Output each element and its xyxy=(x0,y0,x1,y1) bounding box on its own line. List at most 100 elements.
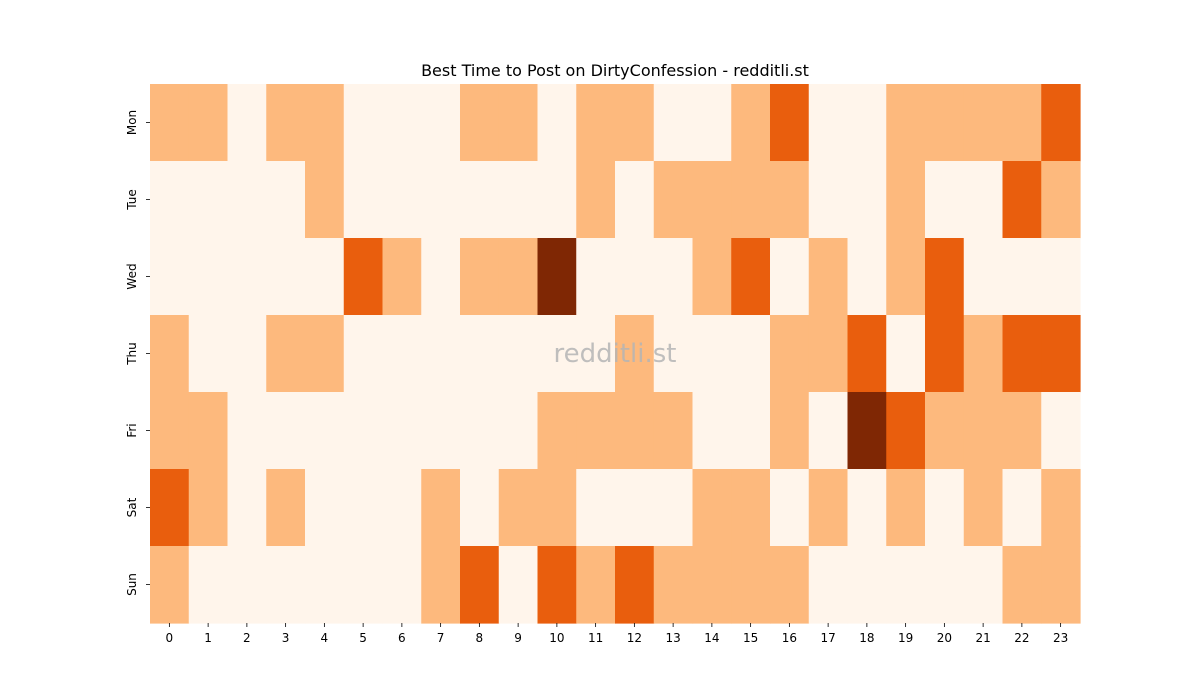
heatmap-cell-sun-8 xyxy=(460,546,500,624)
heatmap-cell-fri-11 xyxy=(576,392,616,470)
heatmap-cell-sat-2 xyxy=(227,469,267,547)
heatmap-cell-wed-11 xyxy=(576,238,616,316)
heatmap-cell-mon-20 xyxy=(925,84,965,162)
heatmap-cell-mon-19 xyxy=(886,84,926,162)
heatmap-cell-thu-8 xyxy=(460,315,500,393)
heatmap-cell-fri-9 xyxy=(498,392,539,470)
heatmap-cell-fri-16 xyxy=(770,392,810,470)
heatmap-cell-fri-7 xyxy=(421,392,461,470)
heatmap-cell-wed-8 xyxy=(460,238,500,316)
heatmap-cell-fri-12 xyxy=(615,392,655,470)
heatmap-cell-tue-22 xyxy=(1002,161,1042,239)
heatmap-cell-mon-17 xyxy=(808,84,849,162)
heatmap-cells xyxy=(150,84,1081,624)
heatmap-cell-fri-10 xyxy=(537,392,577,470)
heatmap-cell-sun-12 xyxy=(615,546,655,624)
heatmap-cell-mon-10 xyxy=(537,84,577,162)
heatmap-cell-mon-2 xyxy=(227,84,267,162)
heatmap-cell-thu-10 xyxy=(537,315,577,393)
heatmap-cell-wed-17 xyxy=(808,238,849,316)
heatmap-cell-sat-3 xyxy=(266,469,306,547)
heatmap-cell-thu-15 xyxy=(731,315,771,393)
heatmap-cell-sat-10 xyxy=(537,469,577,547)
heatmap-cell-tue-21 xyxy=(963,161,1004,239)
heatmap-cell-wed-6 xyxy=(382,238,422,316)
heatmap-cell-mon-14 xyxy=(692,84,732,162)
x-tick-label: 13 xyxy=(665,631,680,645)
heatmap-cell-wed-5 xyxy=(343,238,384,316)
heatmap-cell-wed-1 xyxy=(188,238,229,316)
heatmap-cell-wed-7 xyxy=(421,238,461,316)
heatmap-cell-fri-19 xyxy=(886,392,926,470)
x-tick-label: 23 xyxy=(1053,631,1068,645)
heatmap-cell-sun-0 xyxy=(150,546,190,624)
heatmap-cell-fri-1 xyxy=(188,392,229,470)
heatmap-cell-mon-23 xyxy=(1041,84,1081,162)
heatmap-cell-tue-6 xyxy=(382,161,422,239)
heatmap-cell-wed-0 xyxy=(150,238,190,316)
heatmap-cell-sat-6 xyxy=(382,469,422,547)
x-tick-label: 20 xyxy=(937,631,952,645)
heatmap-cell-mon-1 xyxy=(188,84,229,162)
heatmap-cell-fri-4 xyxy=(305,392,345,470)
heatmap-cell-thu-3 xyxy=(266,315,306,393)
heatmap-cell-wed-23 xyxy=(1041,238,1081,316)
heatmap-cell-wed-4 xyxy=(305,238,345,316)
heatmap-cell-sun-22 xyxy=(1002,546,1042,624)
heatmap-cell-sun-6 xyxy=(382,546,422,624)
heatmap-cell-tue-9 xyxy=(498,161,539,239)
heatmap-cell-tue-12 xyxy=(615,161,655,239)
heatmap-cell-thu-5 xyxy=(343,315,384,393)
heatmap-cell-sat-17 xyxy=(808,469,849,547)
heatmap-cell-tue-2 xyxy=(227,161,267,239)
heatmap-cell-sun-16 xyxy=(770,546,810,624)
x-tick-label: 5 xyxy=(359,631,367,645)
heatmap-cell-fri-13 xyxy=(653,392,694,470)
heatmap-cell-wed-10 xyxy=(537,238,577,316)
heatmap-cell-tue-23 xyxy=(1041,161,1081,239)
heatmap-cell-sun-2 xyxy=(227,546,267,624)
heatmap-cell-thu-0 xyxy=(150,315,190,393)
heatmap-cell-sun-7 xyxy=(421,546,461,624)
heatmap-cell-tue-1 xyxy=(188,161,229,239)
heatmap-cell-sun-17 xyxy=(808,546,849,624)
heatmap-cell-fri-17 xyxy=(808,392,849,470)
heatmap-cell-thu-11 xyxy=(576,315,616,393)
heatmap-cell-mon-21 xyxy=(963,84,1004,162)
heatmap-cell-tue-17 xyxy=(808,161,849,239)
heatmap-cell-tue-4 xyxy=(305,161,345,239)
heatmap-cell-thu-2 xyxy=(227,315,267,393)
heatmap-cell-fri-5 xyxy=(343,392,384,470)
y-tick-label: Sat xyxy=(125,497,139,517)
heatmap-cell-mon-0 xyxy=(150,84,190,162)
heatmap-cell-fri-20 xyxy=(925,392,965,470)
x-tick-label: 19 xyxy=(898,631,913,645)
heatmap-cell-wed-20 xyxy=(925,238,965,316)
heatmap-cell-sun-4 xyxy=(305,546,345,624)
y-tick-label: Tue xyxy=(125,189,139,211)
y-tick-label: Sun xyxy=(125,573,139,596)
heatmap-cell-thu-19 xyxy=(886,315,926,393)
heatmap-cell-sat-22 xyxy=(1002,469,1042,547)
heatmap-cell-sat-20 xyxy=(925,469,965,547)
heatmap-cell-fri-0 xyxy=(150,392,190,470)
heatmap-cell-thu-21 xyxy=(963,315,1004,393)
heatmap-cell-sat-16 xyxy=(770,469,810,547)
heatmap-cell-wed-13 xyxy=(653,238,694,316)
heatmap-cell-sun-11 xyxy=(576,546,616,624)
heatmap-cell-fri-6 xyxy=(382,392,422,470)
heatmap-cell-wed-18 xyxy=(847,238,887,316)
heatmap-cell-thu-6 xyxy=(382,315,422,393)
heatmap-cell-thu-12 xyxy=(615,315,655,393)
x-tick-label: 8 xyxy=(476,631,484,645)
heatmap-cell-tue-18 xyxy=(847,161,887,239)
x-tick-label: 10 xyxy=(549,631,564,645)
heatmap-cell-thu-14 xyxy=(692,315,732,393)
heatmap-cell-sat-1 xyxy=(188,469,229,547)
x-tick-label: 12 xyxy=(627,631,642,645)
heatmap-cell-sat-8 xyxy=(460,469,500,547)
heatmap-cell-sat-21 xyxy=(963,469,1004,547)
x-tick-label: 9 xyxy=(514,631,522,645)
heatmap-cell-wed-12 xyxy=(615,238,655,316)
